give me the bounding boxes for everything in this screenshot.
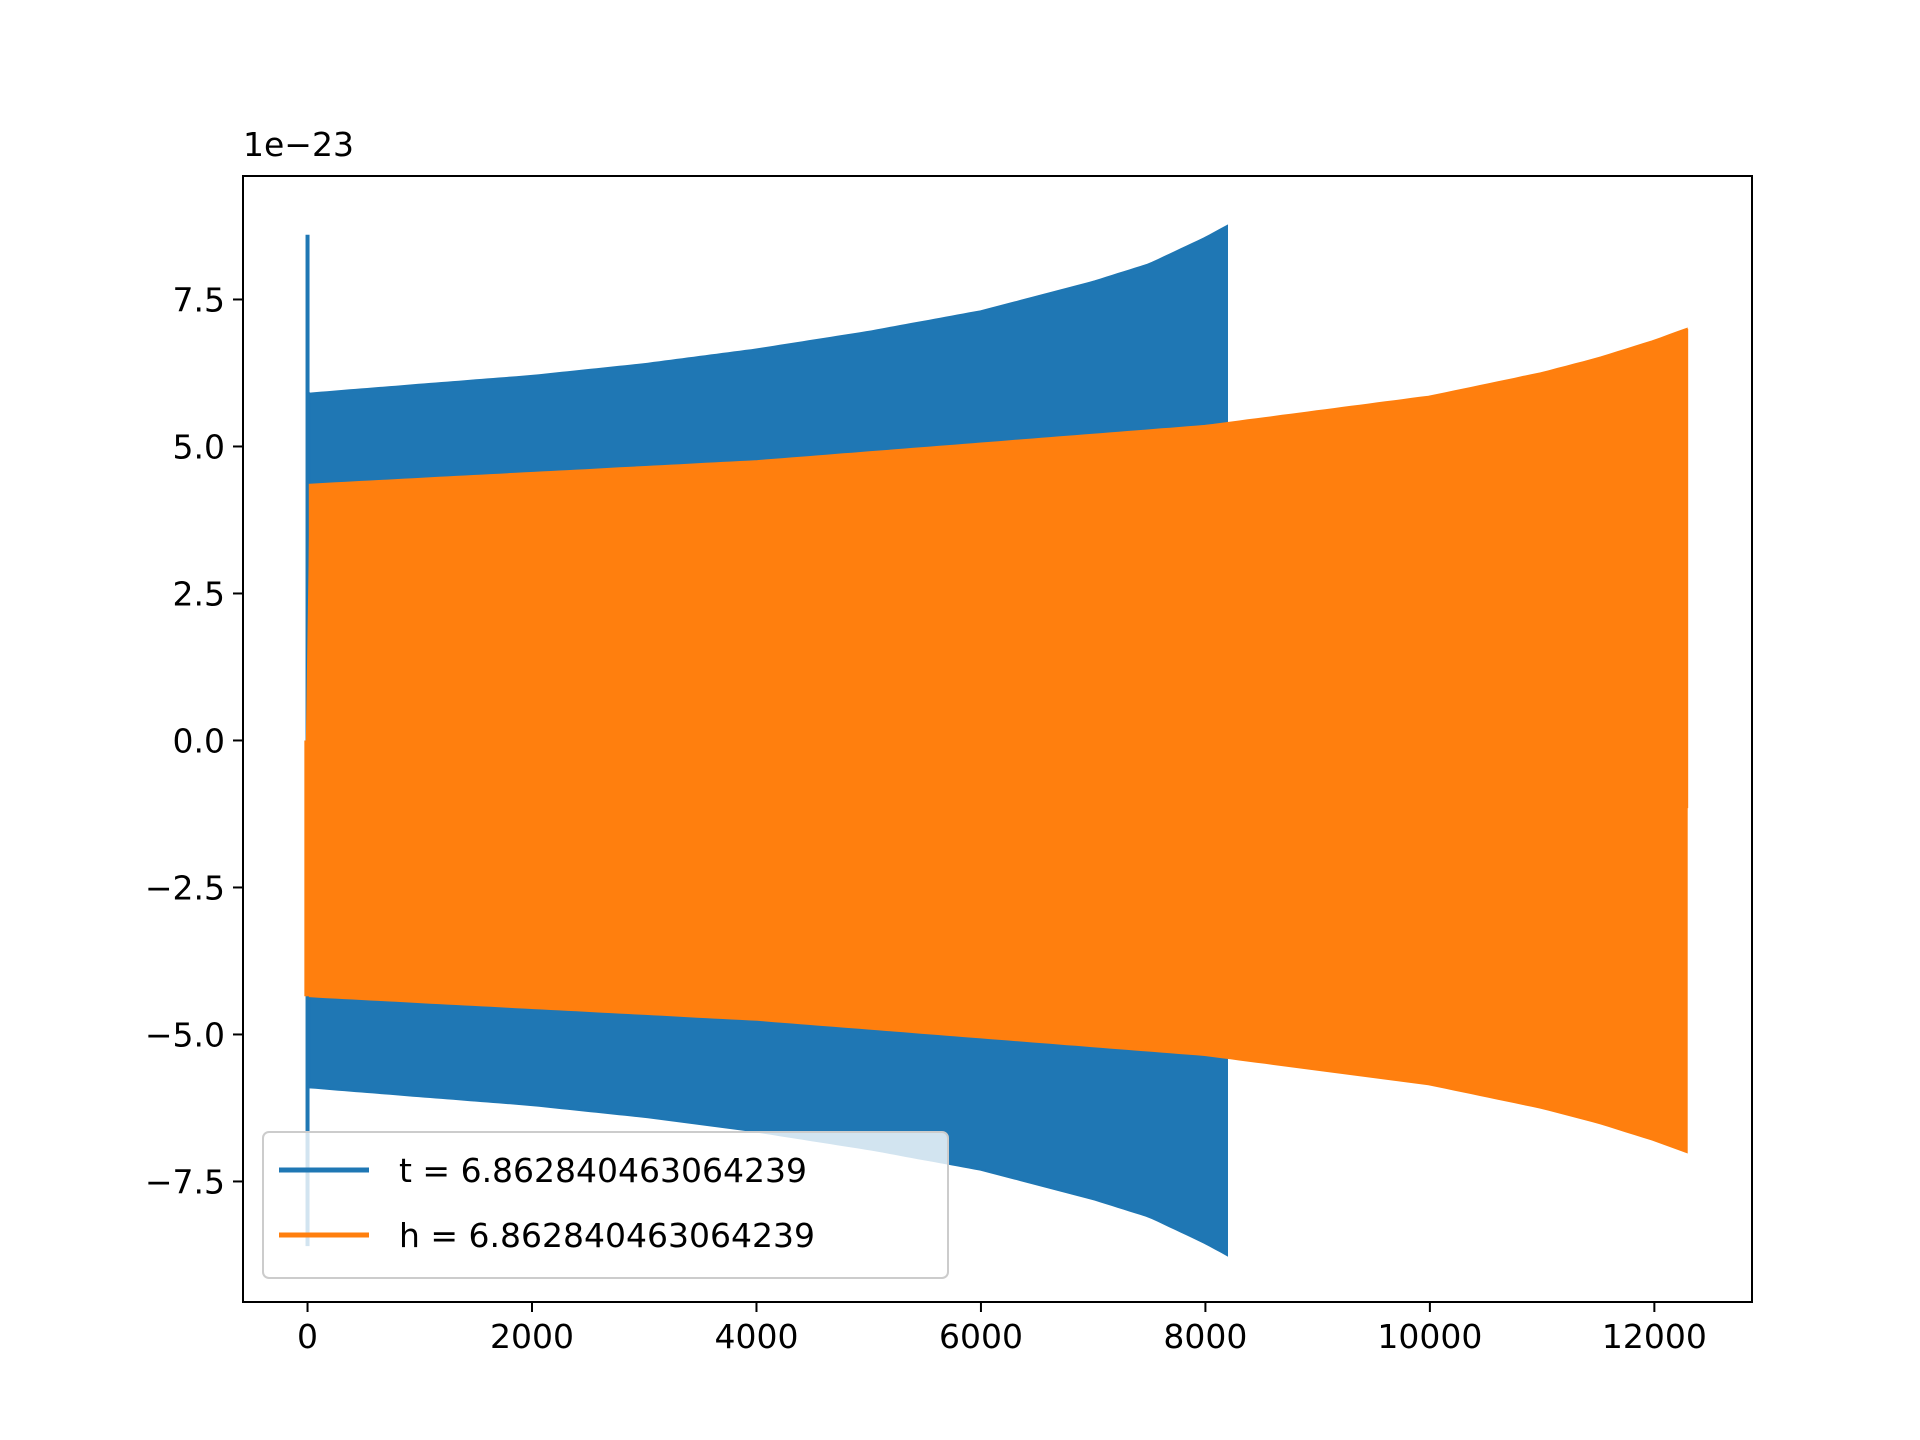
y-axis: −7.5 −5.0 −2.5 0.0 2.5 5.0 7.5 [145,280,243,1201]
series-start-fill [305,484,310,997]
y-tick-label: 0.0 [173,721,225,760]
x-tick-label: 4000 [714,1317,798,1356]
series-h [304,327,1689,1154]
legend: t = 6.862840463064239 h = 6.8628404630642… [262,1131,949,1279]
legend-label: h = 6.862840463064239 [399,1216,815,1255]
series-band [308,327,1688,1154]
x-axis: 0 2000 4000 6000 8000 10000 12000 [297,1302,1707,1356]
x-tick-label: 0 [297,1317,318,1356]
legend-box [262,1131,949,1279]
axes-frame [242,175,1753,1303]
y-tick-label: −7.5 [145,1162,225,1201]
x-tick-label: 2000 [490,1317,574,1356]
x-tick-label: 10000 [1377,1317,1482,1356]
x-tick-label: 12000 [1602,1317,1707,1356]
y-tick-label: 5.0 [173,427,225,466]
y-tick-label: −2.5 [145,868,225,907]
x-tick-label: 8000 [1163,1317,1247,1356]
series-layer [304,224,1689,1257]
y-tick-label: 2.5 [173,574,225,613]
legend-label: t = 6.862840463064239 [399,1151,807,1190]
y-tick-label: 7.5 [173,280,225,319]
y-tick-label: −5.0 [145,1015,225,1054]
y-offset-label: 1e−23 [243,125,354,164]
x-tick-label: 6000 [939,1317,1023,1356]
